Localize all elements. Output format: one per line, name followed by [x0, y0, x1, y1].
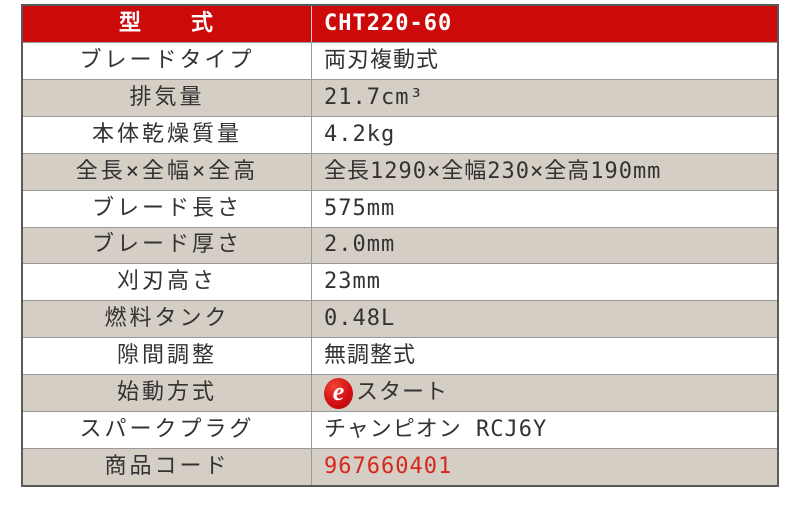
table-row-gap-adjustment: 隙間調整 無調整式 [23, 337, 777, 375]
model-header-value: CHT220-60 [324, 10, 453, 36]
start-system-text: スタート [356, 380, 449, 406]
spec-table: 型 式 CHT220-60 ブレードタイプ 両刃複動式 排気量 21.7cm³ … [21, 4, 779, 487]
row-label: 本体乾燥質量 [23, 116, 312, 153]
table-header-row: 型 式 CHT220-60 [23, 6, 777, 42]
row-label: 全長×全幅×全高 [23, 153, 312, 190]
row-value: 両刃複動式 [324, 47, 440, 73]
table-row-blade-thickness: ブレード厚さ 2.0mm [23, 226, 777, 264]
row-value: 575mm [324, 195, 396, 221]
row-label: ブレード厚さ [23, 227, 312, 264]
row-value: 4.2kg [324, 121, 396, 147]
row-label: 燃料タンク [23, 301, 312, 338]
row-value: 無調整式 [324, 343, 417, 369]
row-value: 21.7cm³ [324, 84, 424, 110]
row-label: ブレードタイプ [23, 42, 312, 79]
row-value: e スタート [312, 375, 777, 411]
table-row-product-code: 商品コード 967660401 [23, 448, 777, 485]
table-row-spark-plug: スパークプラグ チャンピオン RCJ6Y [23, 411, 777, 449]
row-value: チャンピオン RCJ6Y [324, 417, 548, 443]
table-row-start-system: 始動方式 e スタート [23, 374, 777, 412]
model-header-label: 型 式 [23, 6, 312, 42]
table-row-blade-length: ブレード長さ 575mm [23, 189, 777, 227]
row-value: 0.48L [324, 306, 396, 332]
row-label: 排気量 [23, 79, 312, 116]
table-row-dry-weight: 本体乾燥質量 4.2kg [23, 115, 777, 153]
row-label: スパークプラグ [23, 412, 312, 449]
table-row-displacement: 排気量 21.7cm³ [23, 78, 777, 116]
row-value: 全長1290×全幅230×全高190mm [324, 158, 662, 184]
row-label: ブレード長さ [23, 190, 312, 227]
row-label: 隙間調整 [23, 338, 312, 375]
table-row-fuel-tank: 燃料タンク 0.48L [23, 300, 777, 338]
row-label: 商品コード [23, 449, 312, 485]
table-row-cutting-height: 刈刃高さ 23mm [23, 263, 777, 301]
product-code-value: 967660401 [324, 454, 453, 480]
row-value: 2.0mm [324, 232, 396, 258]
row-label: 始動方式 [23, 375, 312, 412]
row-label: 刈刃高さ [23, 264, 312, 301]
e-start-icon: e [324, 377, 353, 409]
table-row-blade-type: ブレードタイプ 両刃複動式 [23, 41, 777, 79]
row-value: 23mm [324, 269, 381, 295]
table-row-dimensions: 全長×全幅×全高 全長1290×全幅230×全高190mm [23, 152, 777, 190]
